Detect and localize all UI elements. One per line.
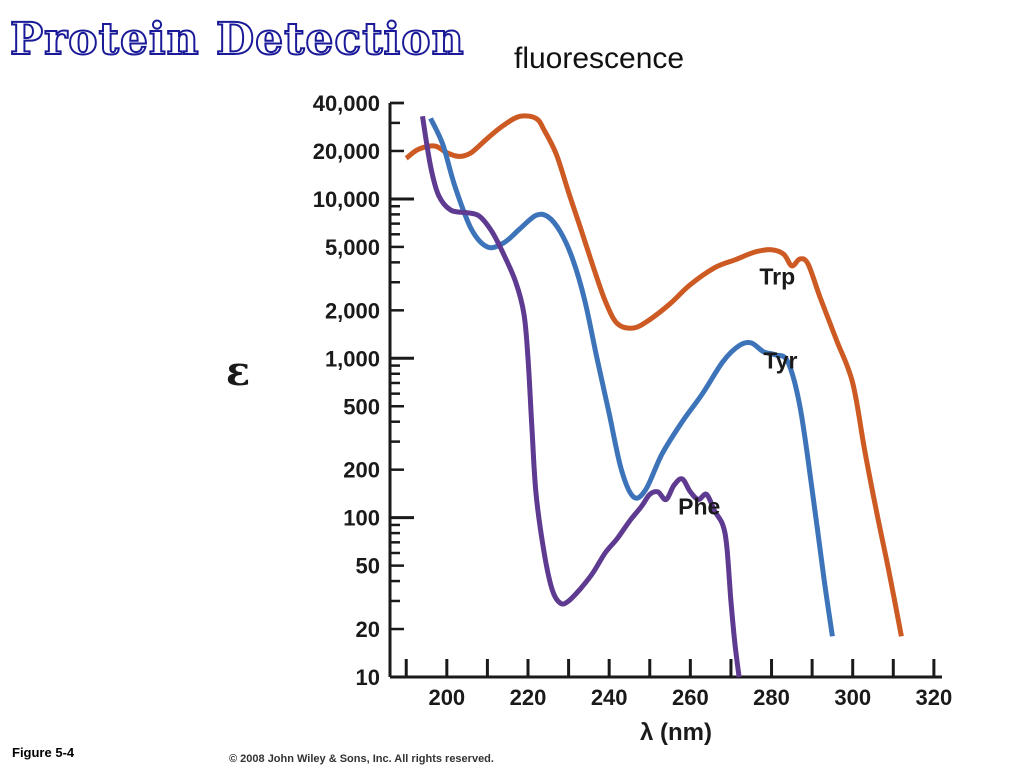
series-label-phe: Phe <box>678 493 720 519</box>
y-tick-label: 500 <box>343 394 380 419</box>
y-tick-label: 50 <box>356 554 380 579</box>
figure-label: Figure 5-4 <box>12 745 75 760</box>
copyright-notice: © 2008 John Wiley & Sons, Inc. All right… <box>229 753 494 765</box>
y-tick-label: 100 <box>343 506 380 531</box>
x-tick-label: 200 <box>428 685 465 710</box>
y-tick-label: 10,000 <box>313 187 380 212</box>
y-tick-label: 20 <box>356 617 380 642</box>
series-line-phe <box>420 115 742 678</box>
x-tick-label: 320 <box>916 685 953 710</box>
slide-title: Protein Detection <box>9 14 465 65</box>
x-tick-label: 260 <box>672 685 709 710</box>
y-tick-label: 2,000 <box>325 298 380 323</box>
y-tick-label: 5,000 <box>325 235 380 260</box>
y-tick-label: 1,000 <box>325 346 380 371</box>
x-tick-label: 300 <box>834 685 871 710</box>
x-tick-label: 240 <box>591 685 628 710</box>
y-tick-label: 200 <box>343 458 380 483</box>
series-line-tyr <box>428 117 835 637</box>
series-label-tyr: Tyr <box>763 348 797 374</box>
y-axis-title: ε <box>226 348 250 395</box>
x-axis-title: λ (nm) <box>640 719 712 746</box>
y-tick-label: 40,000 <box>313 91 380 116</box>
slide-subtitle: fluorescence <box>514 42 685 75</box>
series-label-trp: Trp <box>759 264 795 290</box>
y-tick-label: 10 <box>356 665 380 690</box>
y-tick-label: 20,000 <box>313 139 380 164</box>
series-line-trp <box>404 113 904 637</box>
x-tick-label: 220 <box>510 685 547 710</box>
x-tick-label: 280 <box>753 685 790 710</box>
